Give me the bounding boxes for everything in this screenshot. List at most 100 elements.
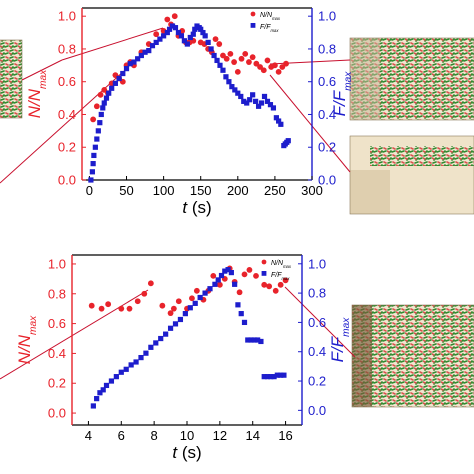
y-tick-label-right: 0.0 xyxy=(308,403,326,418)
f-fmax-point xyxy=(223,74,229,80)
f-fmax-point xyxy=(244,100,250,106)
n-nmax-point xyxy=(264,57,271,64)
f-fmax-point xyxy=(202,33,208,39)
f-fmax-point xyxy=(90,403,96,409)
y-tick-label-right: 0.8 xyxy=(318,41,336,56)
f-fmax-point xyxy=(169,23,176,29)
x-tick-label: 6 xyxy=(118,428,125,443)
f-fmax-point xyxy=(207,286,213,292)
n-nmax-point xyxy=(167,310,174,317)
f-fmax-point xyxy=(232,281,238,287)
n-nmax-point xyxy=(105,301,112,308)
n-nmax-point xyxy=(242,50,249,57)
f-fmax-point xyxy=(157,36,163,42)
f-fmax-point xyxy=(143,350,149,356)
f-fmax-point xyxy=(97,390,103,396)
f-fmax-point xyxy=(241,319,248,326)
f-fmax-point xyxy=(247,97,253,103)
f-fmax-point xyxy=(133,359,139,365)
f-fmax-point xyxy=(215,277,221,283)
f-fmax-point xyxy=(232,87,238,93)
f-fmax-point xyxy=(276,118,282,124)
f-fmax-point xyxy=(278,372,284,378)
n-nmax-point xyxy=(90,116,97,123)
n-nmax-point xyxy=(283,60,289,67)
x-tick-label: 250 xyxy=(264,183,286,198)
legend-marker-f xyxy=(250,23,256,28)
y-tick-label-left: 0.2 xyxy=(48,376,66,391)
f-fmax-point xyxy=(108,378,115,384)
y-axis-label-left: N/Nmax xyxy=(25,69,49,118)
y-tick-label-right: 0.4 xyxy=(318,107,336,122)
f-fmax-point xyxy=(264,374,271,380)
f-fmax-point xyxy=(167,325,174,331)
legend-label-f: F/Fmax xyxy=(271,272,290,281)
y-tick-label-left: 0.0 xyxy=(58,173,76,188)
f-fmax-point xyxy=(103,95,110,101)
f-fmax-point xyxy=(172,25,179,31)
f-fmax-point xyxy=(120,70,126,77)
f-fmax-point xyxy=(271,374,277,380)
x-axis-label: t (s) xyxy=(172,443,201,462)
f-fmax-point xyxy=(146,47,152,54)
n-nmax-point xyxy=(279,64,286,70)
f-fmax-point xyxy=(255,337,261,343)
f-fmax-point xyxy=(100,387,106,393)
y-tick-label-left: 0.6 xyxy=(58,74,76,89)
y-tick-label-left: 0.0 xyxy=(48,406,66,421)
y-tick-label-right: 0.0 xyxy=(318,173,336,188)
n-nmax-point xyxy=(253,60,260,67)
x-tick-label: 300 xyxy=(301,183,323,198)
f-fmax-point xyxy=(182,311,188,317)
y-tick-label-left: 1.0 xyxy=(58,9,76,24)
f-fmax-point xyxy=(164,29,170,36)
f-fmax-point xyxy=(248,337,254,343)
f-fmax-point xyxy=(285,138,291,144)
n-nmax-point xyxy=(126,305,133,312)
f-fmax-point xyxy=(264,98,271,104)
legend-marker-n xyxy=(250,11,256,17)
y-tick-label-right: 1.0 xyxy=(318,9,336,24)
x-tick-label: 16 xyxy=(278,428,292,443)
photo-inset-right-middle xyxy=(349,135,474,215)
f-fmax-point xyxy=(184,41,190,47)
f-fmax-point xyxy=(94,396,100,402)
n-nmax-point xyxy=(141,290,148,297)
n-nmax-point xyxy=(98,305,105,312)
f-fmax-point xyxy=(166,26,173,32)
f-fmax-point xyxy=(187,34,193,41)
y-axis-label-right: F/Fmax xyxy=(330,71,354,117)
legend-marker-f xyxy=(261,271,267,276)
f-fmax-point xyxy=(149,43,156,49)
legend-label-n: N/Nmax xyxy=(260,12,281,21)
f-fmax-point xyxy=(118,369,124,375)
legend-marker-n xyxy=(261,259,267,265)
f-fmax-point xyxy=(245,337,251,343)
y-axis-label-right: F/Fmax xyxy=(328,317,352,363)
n-nmax-point xyxy=(236,289,243,296)
x-tick-label: 0 xyxy=(86,183,93,198)
f-fmax-point xyxy=(123,366,129,372)
n-nmax-point xyxy=(241,271,248,278)
f-fmax-point xyxy=(127,61,133,67)
f-fmax-point xyxy=(98,111,104,118)
n-nmax-point xyxy=(282,277,289,284)
f-fmax-point xyxy=(90,161,96,167)
f-fmax-point xyxy=(153,340,159,346)
photo-inset-right-bottom xyxy=(351,304,474,408)
f-fmax-point xyxy=(91,152,97,159)
f-fmax-point xyxy=(205,39,211,45)
f-fmax-point xyxy=(123,66,130,72)
x-tick-label: 14 xyxy=(245,428,259,443)
f-fmax-point xyxy=(200,29,206,36)
n-nmax-point xyxy=(277,281,284,288)
f-fmax-point xyxy=(190,31,196,37)
y-tick-label-left: 0.4 xyxy=(48,346,66,361)
y-tick-label-left: 0.4 xyxy=(58,107,76,122)
n-nmax-point xyxy=(97,91,104,98)
n-nmax-point xyxy=(227,50,234,57)
n-nmax-point xyxy=(171,13,178,20)
f-fmax-point xyxy=(250,92,256,98)
f-fmax-point xyxy=(153,39,159,45)
n-nmax-point xyxy=(216,281,223,288)
